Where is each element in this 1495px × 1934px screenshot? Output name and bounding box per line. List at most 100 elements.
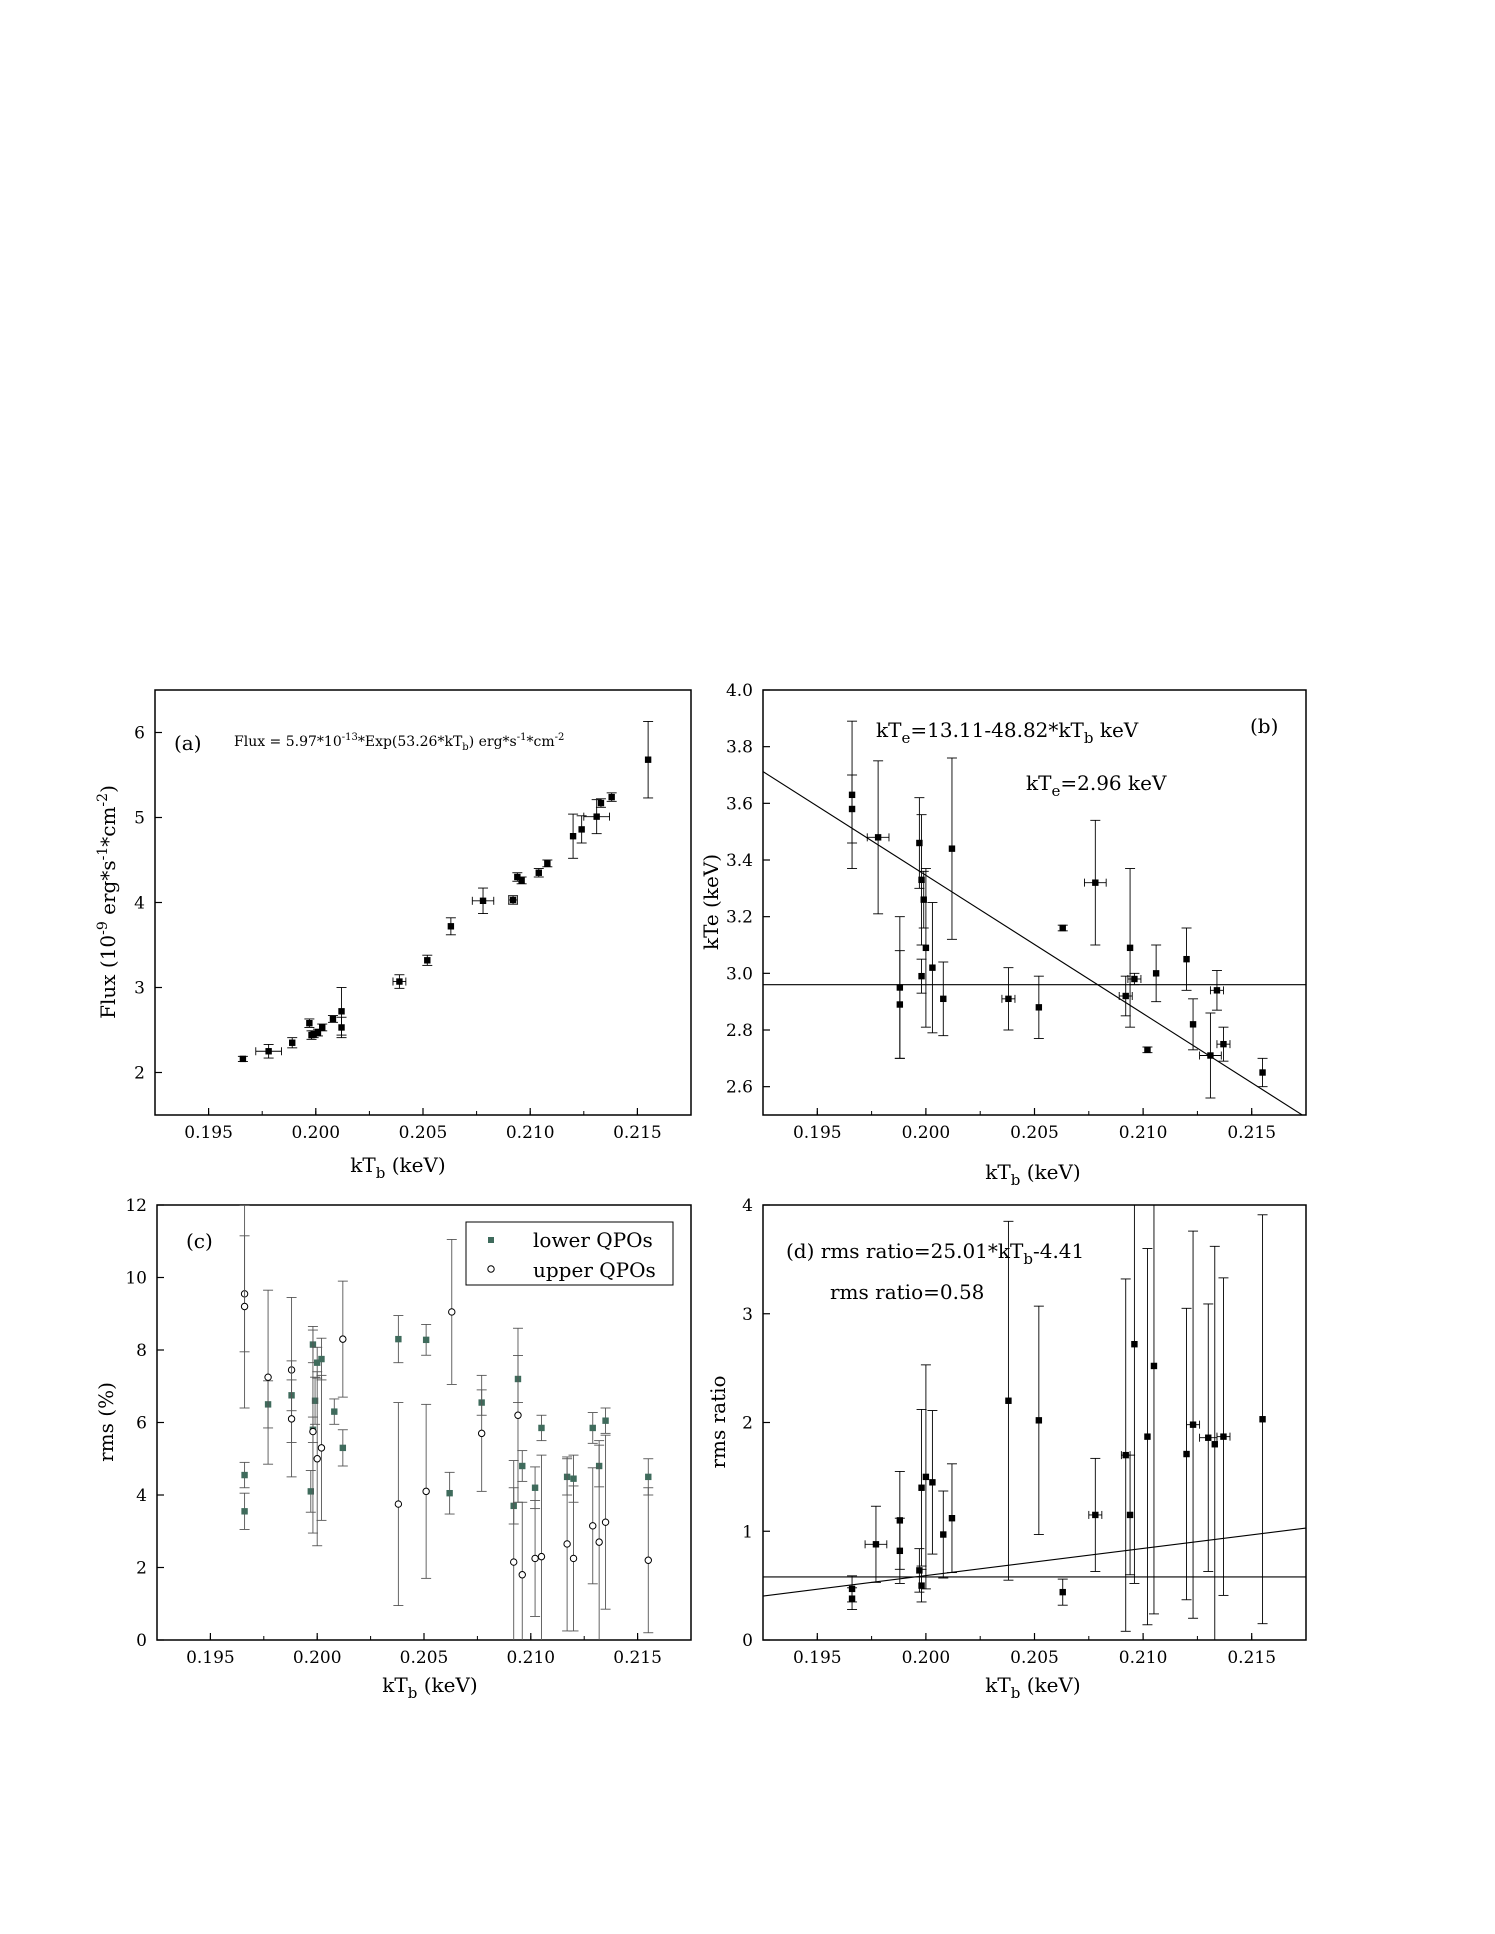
eq-a-part2: *Exp(53.26*kT	[358, 734, 463, 750]
y-tick-label: 0	[742, 1631, 753, 1651]
legend-lower-label: lower QPOs	[533, 1228, 653, 1252]
data-point	[601, 1518, 610, 1526]
data-point	[240, 1302, 249, 1311]
panel-d: (d) rms ratio=25.01*kTb-4.41 rms ratio=0…	[706, 1196, 1307, 1702]
fit-line	[763, 1527, 1306, 1597]
panel-a-ylabel: Flux (10-9 erg*s-1*cm-2)	[95, 785, 120, 1019]
panel-d-frame	[762, 1204, 1307, 1641]
panel-b-frame	[762, 689, 1307, 1116]
data-point	[314, 1359, 321, 1366]
data-point	[338, 1024, 345, 1031]
x-tick-label: 0.205	[1010, 1123, 1059, 1143]
data-point	[1005, 1397, 1012, 1404]
data-point	[929, 1479, 936, 1486]
data-point	[644, 756, 652, 763]
legend-lower-marker	[488, 1237, 494, 1243]
data-point	[1144, 1046, 1151, 1054]
data-point	[1189, 1421, 1197, 1428]
data-point	[608, 793, 615, 801]
data-point	[1152, 970, 1160, 977]
panel-b-ylabel: kTe (keV)	[699, 854, 723, 950]
data-point	[331, 1408, 338, 1415]
panel-d-xlabel: kTb (keV)	[985, 1673, 1080, 1702]
data-point	[948, 1515, 956, 1522]
data-point	[519, 1462, 526, 1470]
data-point	[916, 839, 923, 847]
panel-c: (c) lower QPOs upper QPOs kTb (keV) rms …	[94, 1196, 692, 1702]
data-point	[287, 1415, 296, 1423]
data-point	[338, 1008, 345, 1015]
data-point	[569, 833, 577, 840]
data-point	[1144, 1433, 1151, 1440]
data-point	[1220, 1433, 1227, 1440]
data-point	[595, 1538, 603, 1546]
y-tick-label: 12	[125, 1196, 147, 1216]
data-point	[1059, 924, 1066, 932]
data-point	[394, 1500, 403, 1508]
y-tick-label: 3	[742, 1305, 753, 1325]
panel-c-xlabel: kTb (keV)	[382, 1673, 477, 1702]
panel-d-tag-and-fit: (d) rms ratio=25.01*kTb-4.41	[786, 1239, 1084, 1268]
data-point	[448, 1308, 456, 1316]
data-point	[940, 1531, 947, 1538]
data-point	[848, 805, 856, 813]
y-tick-label: 0	[136, 1631, 147, 1651]
data-point	[918, 1582, 925, 1589]
data-point	[311, 1397, 319, 1404]
y-tick-label: 3.2	[726, 908, 753, 928]
eq-a-exp3: -2	[555, 732, 565, 743]
y-tick-label: 4.0	[726, 681, 753, 701]
data-point	[239, 1055, 247, 1063]
data-point	[948, 845, 956, 852]
data-point	[509, 896, 517, 904]
data-point	[307, 1488, 314, 1495]
panel-b-tag: (b)	[1250, 714, 1278, 738]
data-point	[538, 1424, 545, 1432]
data-point	[339, 1444, 347, 1452]
eq-a-exp1: -13	[342, 732, 358, 743]
data-point	[1150, 1362, 1158, 1370]
eq-a-part1: Flux = 5.97*10	[234, 734, 342, 750]
data-point	[477, 1429, 486, 1438]
data-point	[1213, 987, 1221, 994]
data-point	[518, 877, 525, 884]
panel-d-ylabel: rms ratio	[706, 1375, 730, 1468]
data-point	[848, 1595, 856, 1602]
x-tick-label: 0.215	[613, 1123, 662, 1143]
panel-d-mean-label: rms ratio=0.58	[830, 1280, 984, 1304]
data-point	[317, 1444, 326, 1452]
data-point	[1126, 944, 1134, 952]
data-point	[602, 1417, 609, 1424]
y-tick-label: 4	[134, 894, 145, 914]
data-point	[1211, 1441, 1218, 1448]
x-tick-label: 0.210	[506, 1123, 555, 1143]
data-point	[446, 1489, 453, 1497]
data-point	[531, 1484, 539, 1491]
data-point	[422, 1487, 430, 1496]
data-point	[544, 860, 551, 867]
data-point	[918, 1484, 925, 1491]
y-tick-label: 3.0	[726, 964, 753, 984]
panel-b-fit-equation: kTe=13.11-48.82*kTb keV	[876, 718, 1139, 747]
data-point	[313, 1455, 321, 1463]
data-point	[1259, 1069, 1266, 1076]
data-point	[1207, 1052, 1214, 1059]
y-tick-label: 3.6	[726, 794, 753, 814]
x-tick-label: 0.195	[184, 1123, 233, 1143]
data-point	[241, 1471, 248, 1479]
x-tick-label: 0.195	[186, 1648, 235, 1668]
data-point	[1092, 879, 1099, 886]
data-point	[940, 995, 947, 1003]
data-point	[1220, 1040, 1227, 1048]
data-point	[1131, 1341, 1138, 1348]
data-point	[518, 1571, 526, 1579]
y-tick-label: 2.8	[726, 1021, 753, 1041]
y-tick-label: 6	[136, 1414, 147, 1434]
data-point	[918, 972, 925, 980]
data-point	[319, 1024, 326, 1031]
y-tick-label: 2	[134, 1064, 145, 1084]
data-point	[645, 1473, 652, 1481]
panel-c-ylabel: rms (%)	[94, 1382, 118, 1462]
data-point	[447, 923, 455, 930]
data-point	[922, 1473, 930, 1481]
